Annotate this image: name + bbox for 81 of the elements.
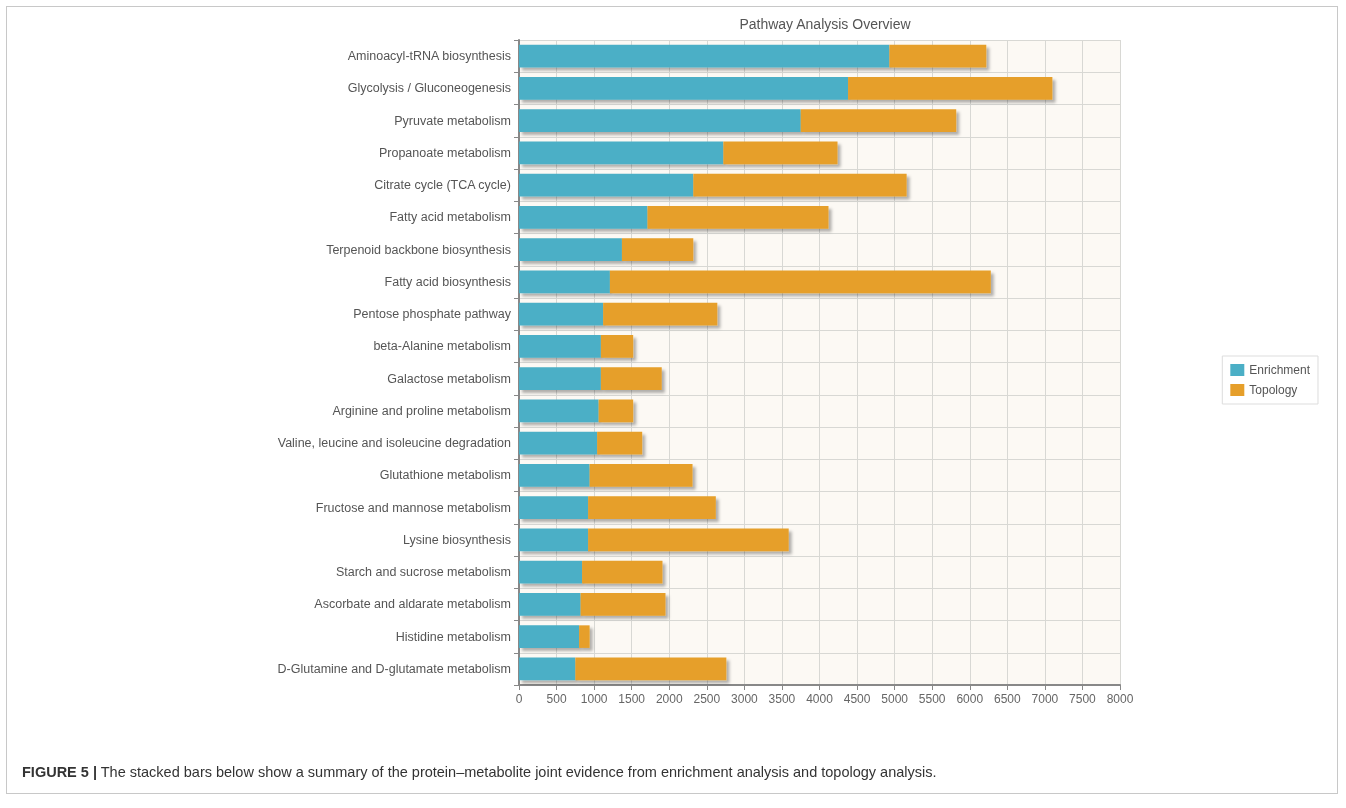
x-tick-label: 2000	[655, 692, 683, 706]
y-tick-label: beta-Alanine metabolism	[373, 339, 511, 354]
bar	[519, 141, 724, 165]
y-tick-label: Pyruvate metabolism	[394, 113, 511, 128]
y-tick-label: Histidine metabolism	[395, 629, 511, 644]
bar	[723, 141, 838, 165]
y-tick-label: Pentose phosphate pathway	[353, 307, 512, 322]
bar	[519, 109, 801, 132]
x-tick-label: 4000	[806, 692, 834, 706]
y-tick-label: Glycolysis / Gluconeogenesis	[347, 81, 511, 96]
bar	[519, 464, 590, 487]
bar	[519, 528, 589, 552]
bar	[519, 560, 583, 584]
y-tick-label: Fructose and mannose metabolism	[315, 500, 511, 515]
y-tick-label: D-Glutamine and D-glutamate metabolism	[277, 661, 511, 676]
x-tick-label: 7500	[1069, 692, 1097, 706]
y-tick-label: Fatty acid metabolism	[389, 210, 511, 225]
bar	[519, 399, 599, 423]
bar	[519, 335, 601, 358]
y-tick-label: Ascorbate and aldarate metabolism	[314, 597, 511, 612]
bar	[519, 77, 849, 100]
x-tick-label: 6500	[993, 692, 1021, 706]
bar	[519, 238, 622, 261]
bar	[519, 44, 890, 68]
bar	[603, 302, 718, 326]
bar	[519, 302, 604, 326]
chart-title: Pathway Analysis Overview	[739, 16, 912, 32]
caption: FIGURE 5 | The stacked bars below show a summary of the protein–metabolite joint evidence from enrichment analysis and topology analysis.	[22, 764, 937, 780]
bar	[889, 44, 987, 68]
bar	[582, 560, 663, 584]
bar	[519, 367, 601, 390]
x-tick-label: 2500	[693, 692, 721, 706]
bar	[519, 496, 589, 519]
bar	[519, 173, 694, 197]
y-tick-label: Glutathione metabolism	[379, 468, 511, 483]
bar	[519, 431, 598, 455]
x-tick-label: 3000	[731, 692, 759, 706]
bar	[600, 367, 662, 390]
bar	[609, 270, 991, 294]
bar	[579, 625, 590, 648]
x-tick-label: 4500	[843, 692, 871, 706]
x-tick-label: 500	[546, 692, 567, 706]
y-tick-label: Terpenoid backbone biosynthesis	[326, 242, 511, 257]
y-tick-label: Galactose metabolism	[387, 371, 511, 386]
x-tick-label: 7000	[1031, 692, 1059, 706]
y-tick-label: Aminoacyl-tRNA biosynthesis	[347, 49, 511, 64]
bar	[589, 464, 693, 487]
bar	[693, 173, 907, 197]
bar	[848, 77, 1053, 100]
bar	[519, 270, 610, 294]
bar	[588, 528, 789, 552]
bar	[800, 109, 957, 132]
bar	[519, 625, 580, 648]
x-tick-label: 8000	[1106, 692, 1134, 706]
legend-label: Topology	[1249, 383, 1298, 397]
bar	[598, 399, 634, 423]
bar	[519, 593, 581, 616]
bar	[580, 593, 666, 616]
bar	[600, 335, 634, 358]
bar	[621, 238, 694, 261]
bar	[647, 206, 829, 229]
legend-label: Enrichment	[1249, 363, 1311, 377]
x-tick-label: 3500	[768, 692, 796, 706]
bar	[588, 496, 716, 519]
y-tick-label: Starch and sucrose metabolism	[335, 565, 511, 580]
bar	[597, 431, 643, 455]
x-tick-label: 5500	[918, 692, 946, 706]
x-tick-label: 1500	[618, 692, 646, 706]
bar	[519, 657, 576, 681]
y-tick-label: Lysine biosynthesis	[403, 532, 511, 547]
x-tick-label: 0	[515, 692, 523, 706]
y-tick-label: Citrate cycle (TCA cycle)	[374, 178, 511, 193]
x-tick-label: 1000	[580, 692, 608, 706]
y-tick-label: Fatty acid biosynthesis	[384, 274, 511, 289]
bar	[519, 206, 648, 229]
bar	[575, 657, 727, 681]
y-tick-label: Propanoate metabolism	[378, 145, 511, 160]
x-tick-label: 5000	[881, 692, 909, 706]
y-tick-label: Valine, leucine and isoleucine degradation	[277, 436, 512, 451]
x-tick-label: 6000	[956, 692, 984, 706]
y-tick-label: Arginine and proline metabolism	[332, 403, 511, 418]
